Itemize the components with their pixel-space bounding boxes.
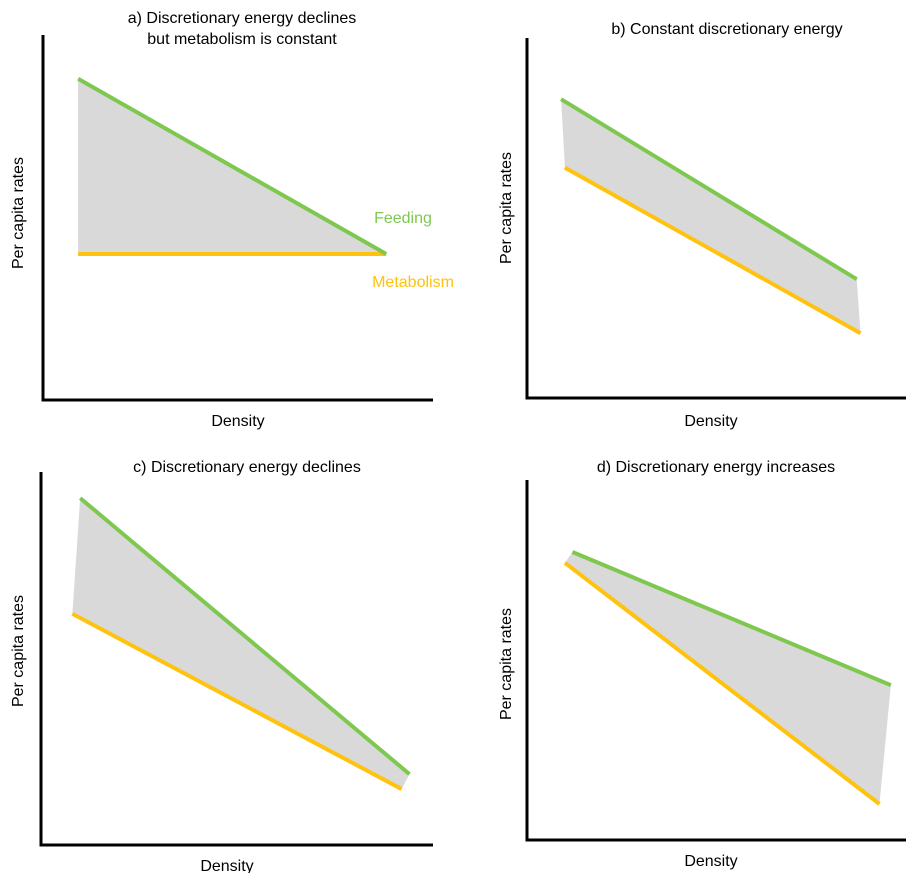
feeding-line [560,97,858,281]
panel-title: b) Constant discretionary energy [611,21,842,38]
discretionary-energy-area [72,498,410,790]
chart-panel-c: c) Discretionary energy declines Density P… [10,459,433,873]
panel-title-line: b) Constant discretionary energy [611,21,842,38]
metabolism-label: Metabolism [372,274,454,291]
chart-panel-d: d) Discretionary energy increases Density… [498,459,906,870]
feeding-label: Feeding [374,210,432,227]
panel-title-line: c) Discretionary energy declines [133,459,361,476]
panel-title-line: but metabolism is constant [147,31,337,48]
chart-panel-b: b) Constant discretionary energy Density P… [498,21,906,430]
discretionary-energy-area [561,99,861,334]
panel-title: a) Discretionary energy declines but meta… [128,10,357,48]
y-axis-label: Per capita rates [10,595,27,707]
x-axis-label: Density [200,858,253,873]
panel-title-line: a) Discretionary energy declines [128,10,357,27]
discretionary-energy-area [564,552,891,804]
feeding-line [571,550,892,688]
panel-title-line: d) Discretionary energy increases [597,459,835,476]
metabolism-line [71,611,403,791]
feeding-line [78,496,411,776]
panel-title: d) Discretionary energy increases [597,459,835,476]
metabolism-line [563,561,881,806]
panel-title: c) Discretionary energy declines [133,459,361,476]
x-axis-label: Density [211,413,264,430]
feeding-line [77,77,388,256]
metabolism-line [563,165,862,335]
x-axis-label: Density [684,413,737,430]
x-axis-label: Density [684,853,737,870]
chart-panel-a: a) Discretionary energy declines but meta… [10,10,454,430]
y-axis-label: Per capita rates [498,608,515,720]
y-axis-label: Per capita rates [10,157,27,269]
y-axis-label: Per capita rates [498,152,515,264]
